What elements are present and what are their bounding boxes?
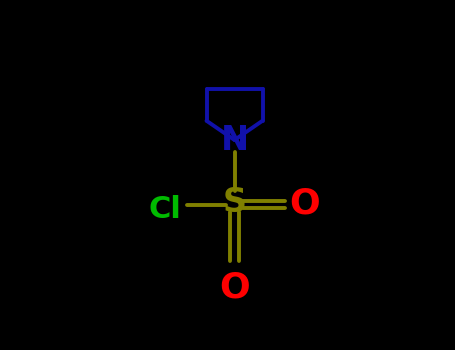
Text: N: N [220, 124, 248, 156]
Text: O: O [289, 186, 320, 220]
Text: Cl: Cl [148, 196, 181, 224]
Text: S: S [222, 187, 247, 219]
Text: O: O [219, 270, 250, 304]
